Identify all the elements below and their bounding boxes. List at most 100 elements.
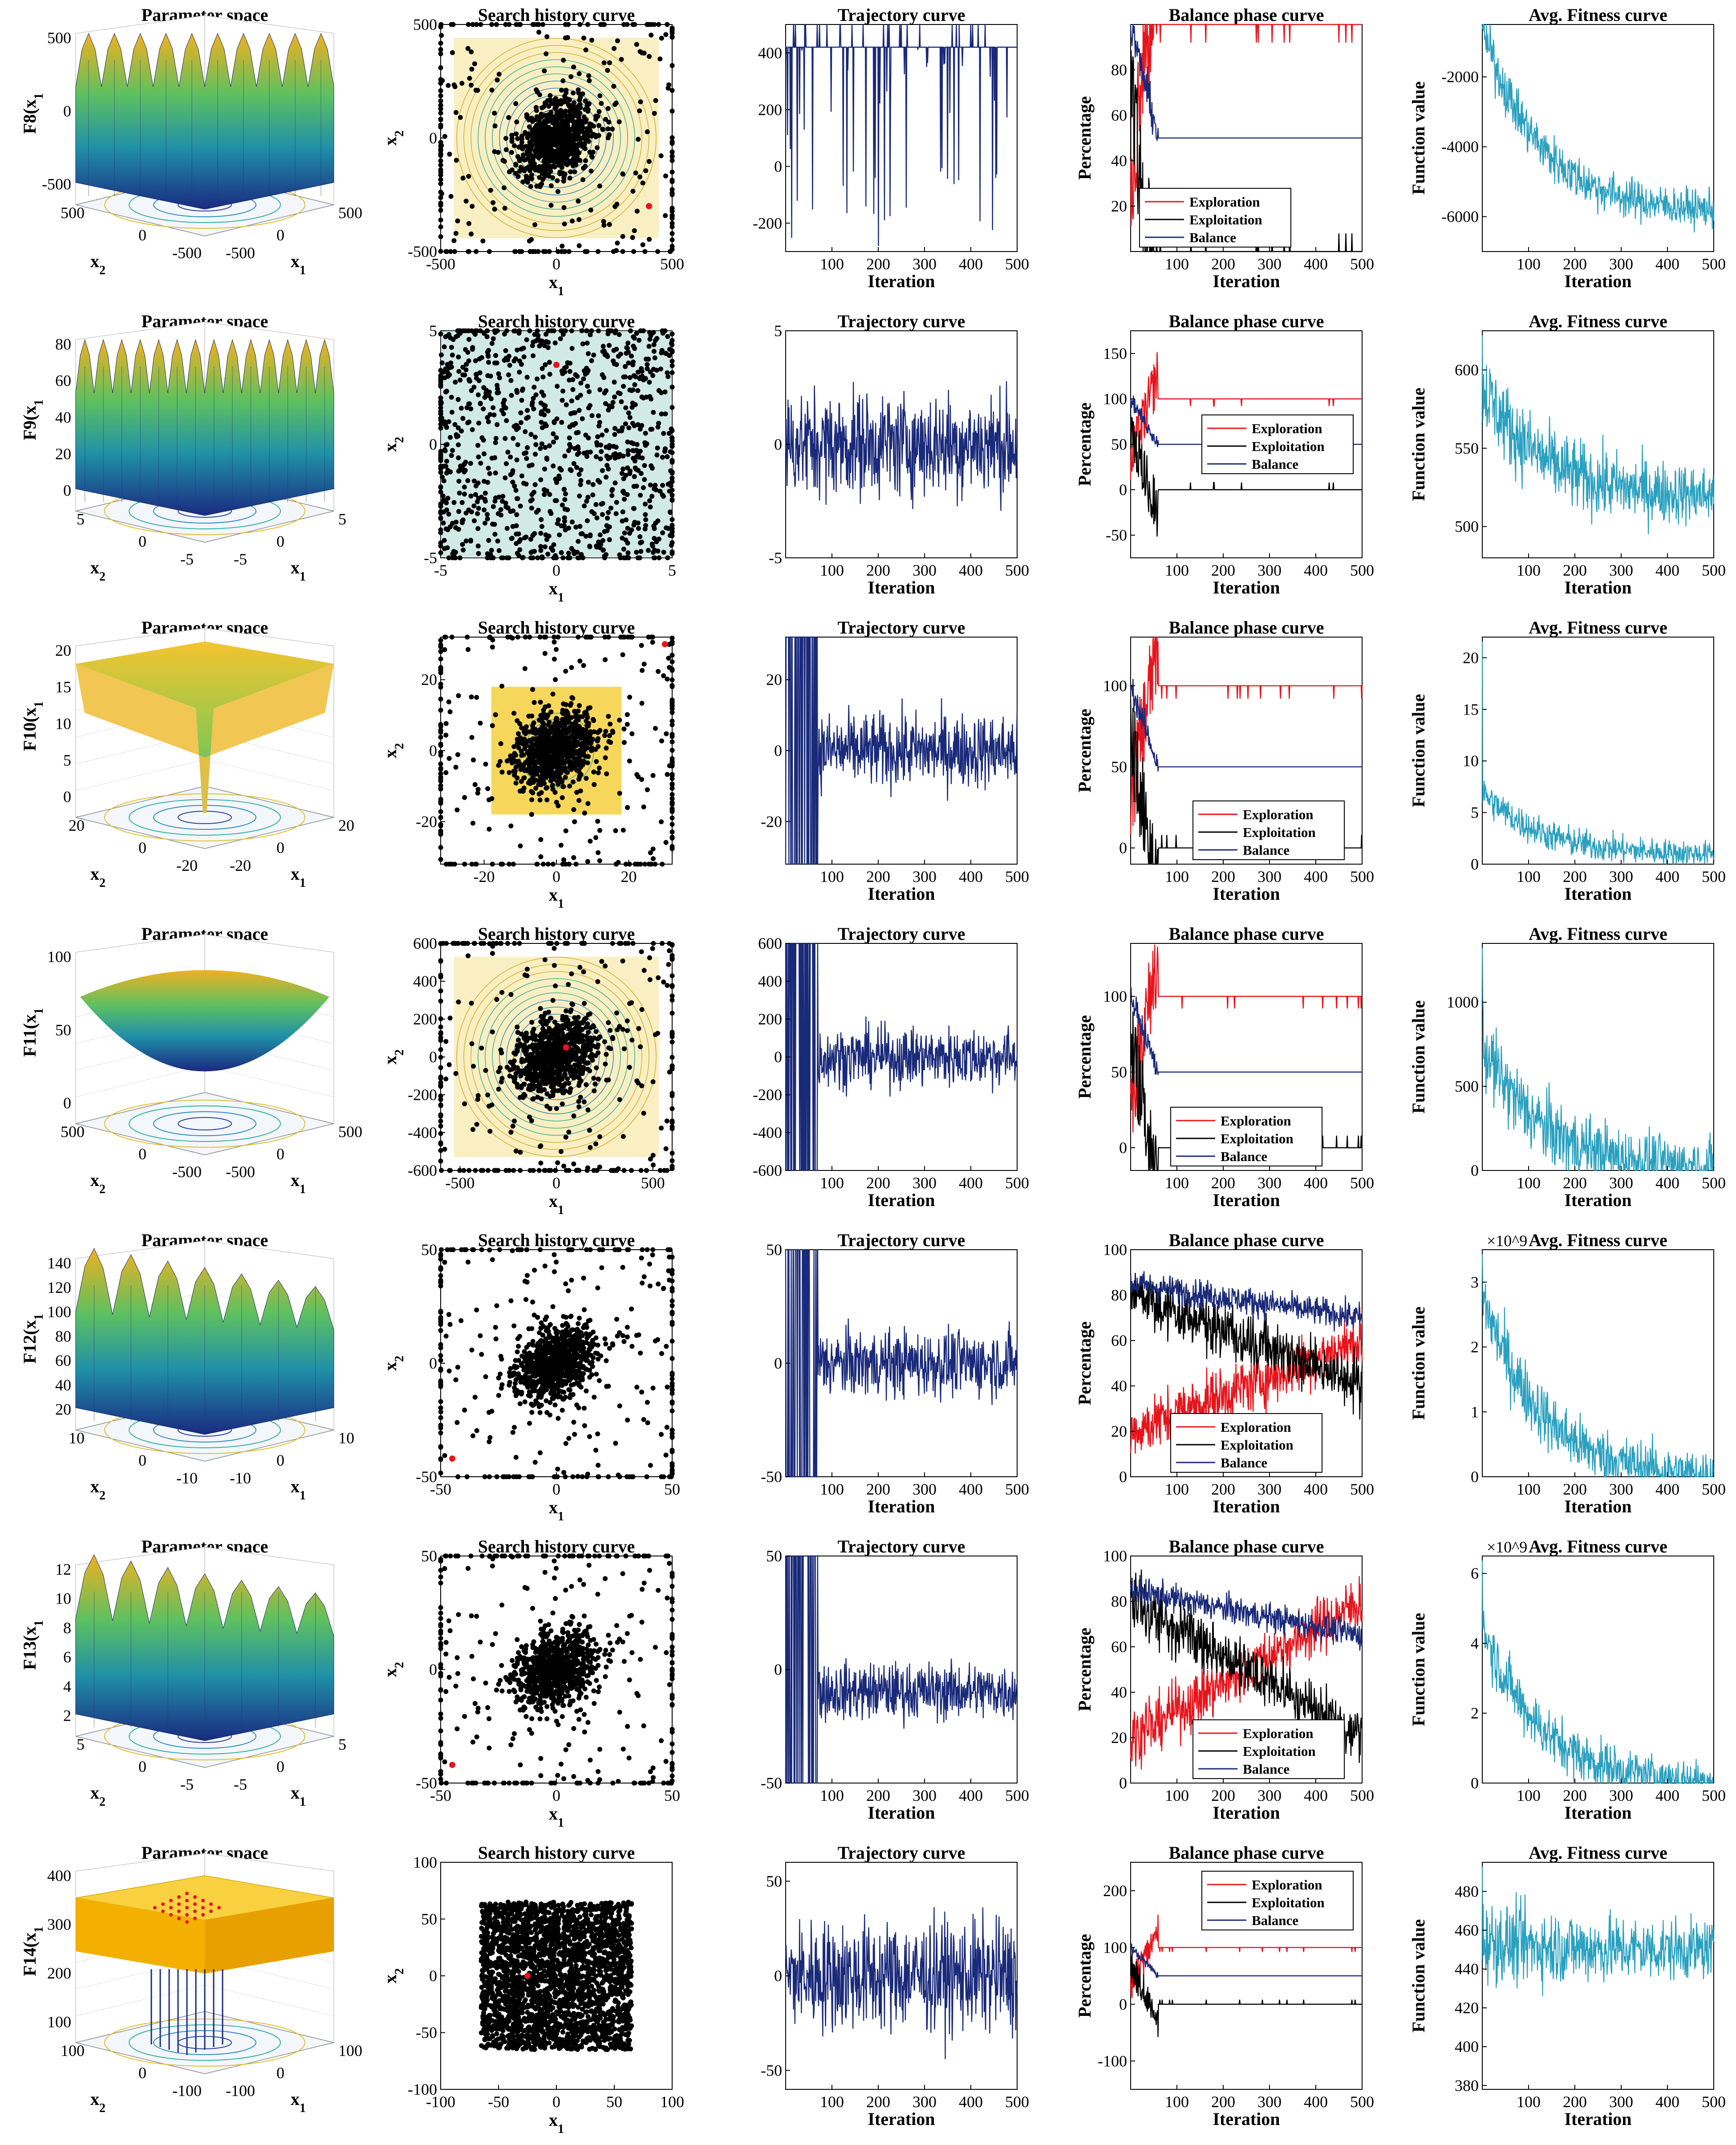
history-contour bbox=[499, 999, 614, 1114]
balance-ytick-label: 20 bbox=[1111, 197, 1127, 215]
param-grid-line bbox=[204, 759, 334, 791]
fitness-axes bbox=[1482, 1556, 1714, 1783]
fitness-xlabel: Iteration bbox=[1564, 1190, 1631, 1210]
history-ytick-label: 0 bbox=[429, 435, 437, 453]
param-ztick-label: 10 bbox=[55, 1590, 71, 1608]
param-x1tick-label: 10 bbox=[338, 1429, 354, 1447]
history-ytick-label: -200 bbox=[408, 1086, 437, 1104]
fitness-xtick-label: 300 bbox=[1609, 1174, 1633, 1192]
param-ztick-label: 200 bbox=[47, 1964, 71, 1982]
balance-xtick-label: 100 bbox=[1165, 1787, 1189, 1804]
balance-xtick-label: 100 bbox=[1165, 561, 1189, 579]
balance-ylabel: Percentage bbox=[1075, 709, 1095, 792]
traj-ytick-label: -20 bbox=[761, 812, 782, 830]
traj-xlabel: Iteration bbox=[868, 1190, 935, 1210]
param-x1tick-label: -500 bbox=[226, 1163, 255, 1181]
param-x1-label: x1 bbox=[291, 251, 306, 277]
param-x2tick-label: 0 bbox=[138, 2064, 146, 2082]
param-plateau-dot bbox=[185, 1899, 189, 1902]
traj-ytick-label: 50 bbox=[766, 1241, 782, 1259]
balance-exploitation-line bbox=[1130, 1273, 1363, 1420]
traj-line bbox=[785, 381, 1018, 511]
fitness-ytick-label: 500 bbox=[1455, 518, 1479, 536]
param-ztick-label: 40 bbox=[55, 408, 71, 426]
balance-xtick-label: 200 bbox=[1211, 2093, 1235, 2111]
param-ztick-label: -500 bbox=[42, 175, 71, 193]
history-ylabel: x2 bbox=[380, 130, 406, 146]
param-plateau-dot bbox=[153, 1906, 157, 1909]
balance-xtick-label: 400 bbox=[1304, 1174, 1328, 1192]
balance-ytick-label: 40 bbox=[1111, 152, 1127, 170]
balance-ytick-label: 50 bbox=[1111, 435, 1127, 453]
balance-exploration-line bbox=[1130, 1914, 1362, 1998]
history-ytick-label: -600 bbox=[408, 1162, 437, 1179]
title-history-F11: Search history curve bbox=[478, 924, 635, 944]
traj-line bbox=[786, 24, 1017, 246]
traj-xlabel: Iteration bbox=[868, 271, 935, 291]
param-x1tick-label: -100 bbox=[226, 2082, 255, 2100]
history-xtick-label: 50 bbox=[664, 1480, 680, 1498]
balance-xtick-label: 100 bbox=[1165, 2093, 1189, 2111]
balance-ylabel: Percentage bbox=[1075, 1934, 1095, 2018]
balance-legend-exploitation: Exploitation bbox=[1252, 439, 1325, 454]
balance-ytick-label: 80 bbox=[1111, 1286, 1127, 1304]
balance-xtick-label: 300 bbox=[1257, 868, 1282, 886]
param-plateau-dot bbox=[185, 1892, 189, 1895]
history-xlabel: x1 bbox=[549, 272, 564, 298]
title-history-F8: Search history curve bbox=[478, 5, 635, 25]
param-ztick-label: 15 bbox=[55, 678, 71, 696]
param-x1tick-label: 5 bbox=[338, 510, 346, 528]
history-points bbox=[438, 22, 675, 254]
history-best-point bbox=[553, 362, 560, 368]
balance-ytick-label: 100 bbox=[1103, 987, 1127, 1005]
param-plateau-dot bbox=[177, 1917, 181, 1920]
traj-xlabel: Iteration bbox=[868, 2109, 935, 2129]
balance-balance-line bbox=[1130, 24, 1362, 141]
title-fitness-F11: Avg. Fitness curve bbox=[1529, 924, 1667, 944]
traj-ytick-label: 0 bbox=[774, 158, 782, 175]
param-surface-front bbox=[76, 664, 334, 813]
param-contour bbox=[178, 1117, 232, 1130]
history-xtick-label: 50 bbox=[606, 2093, 622, 2111]
fitness-multiplier: ×10^9 bbox=[1487, 1538, 1527, 1556]
traj-ytick-label: -50 bbox=[761, 2062, 782, 2080]
balance-xlabel: Iteration bbox=[1213, 884, 1280, 904]
balance-xtick-label: 300 bbox=[1257, 255, 1282, 273]
param-ztick-label: 500 bbox=[47, 29, 71, 47]
history-ytick-label: 0 bbox=[429, 1967, 437, 1985]
param-x2tick-label: -10 bbox=[176, 1469, 198, 1487]
balance-exploration-line bbox=[1130, 1307, 1363, 1454]
balance-ytick-label: 100 bbox=[1103, 1938, 1127, 1956]
fitness-xtick-label: 200 bbox=[1563, 561, 1587, 579]
param-zlabel: F13(x1 bbox=[20, 1620, 46, 1670]
param-ztick-label: 120 bbox=[47, 1279, 71, 1296]
fitness-ytick-label: -4000 bbox=[1441, 138, 1479, 156]
traj-ytick-label: -50 bbox=[761, 1774, 782, 1792]
balance-xtick-label: 100 bbox=[1165, 1480, 1189, 1498]
balance-ytick-label: 40 bbox=[1111, 1377, 1127, 1395]
fitness-xlabel: Iteration bbox=[1564, 2109, 1631, 2129]
traj-ytick-label: -200 bbox=[753, 214, 782, 232]
traj-ytick-label: 400 bbox=[758, 44, 782, 62]
search-history-F11: -500 0 500 600 400 200 0 -200 -400 -600 x1 x2 bbox=[380, 934, 675, 1217]
param-ztick-label: 12 bbox=[55, 1560, 71, 1578]
param-ztick-label: 400 bbox=[47, 1867, 71, 1885]
param-x2tick-label: -5 bbox=[180, 1775, 194, 1793]
fitness-ytick-label: 550 bbox=[1455, 439, 1479, 457]
param-x2tick-label: -100 bbox=[172, 2082, 202, 2100]
traj-xtick-label: 300 bbox=[913, 255, 937, 273]
fitness-ylabel: Function value bbox=[1408, 81, 1428, 195]
fitness-ytick-label: 380 bbox=[1455, 2076, 1479, 2094]
param-plateau-dot bbox=[217, 1906, 221, 1909]
fitness-xtick-label: 100 bbox=[1517, 1480, 1541, 1498]
balance-ytick-label: 80 bbox=[1111, 1592, 1127, 1610]
history-ytick-label: 50 bbox=[421, 1241, 437, 1259]
history-xtick-label: 100 bbox=[660, 2093, 684, 2111]
history-points bbox=[438, 1553, 675, 1786]
fitness-ytick-label: 460 bbox=[1455, 1922, 1479, 1939]
fitness-ytick-label: 2 bbox=[1471, 1704, 1479, 1722]
param-ztick-label: 100 bbox=[47, 948, 71, 966]
balance-xtick-label: 100 bbox=[1165, 868, 1189, 886]
param-zlabel: F12(x1 bbox=[20, 1314, 46, 1364]
